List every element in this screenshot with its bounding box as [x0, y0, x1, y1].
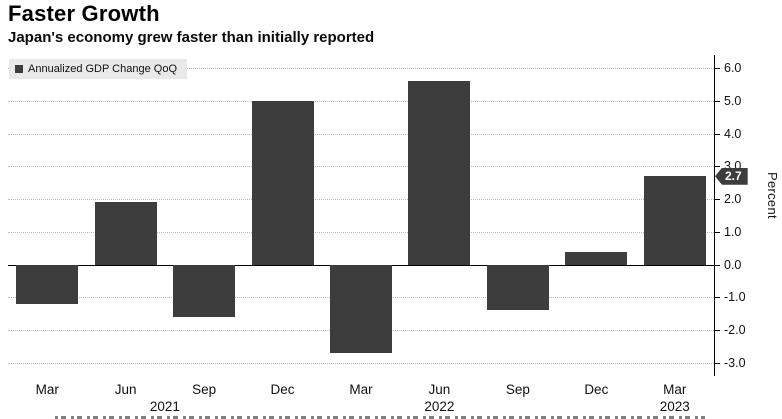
gridline — [8, 199, 714, 201]
bar-mar-2021 — [16, 264, 79, 304]
x-tick-label: Mar — [349, 382, 373, 397]
chart-legend: Annualized GDP Change QoQ — [9, 59, 187, 79]
x-tick-label: Dec — [270, 382, 295, 397]
legend-label: Annualized GDP Change QoQ — [28, 63, 177, 75]
x-tick-label: Jun — [428, 382, 451, 397]
x-tick-label: Sep — [192, 382, 217, 397]
plot-area: Annualized GDP Change QoQ 6.0 5.0 4.0 3.0 2.… — [8, 55, 748, 414]
x-tick-label: Mar — [35, 382, 59, 397]
gridline — [8, 133, 714, 135]
bar-dec-2021 — [251, 100, 314, 265]
gridline — [8, 362, 714, 364]
gridline — [8, 68, 714, 70]
year-label: 2021 — [149, 399, 180, 414]
y-tick-label: -2.0 — [724, 323, 746, 338]
bar-dec-2022 — [565, 251, 628, 265]
y-axis-title: Percent — [765, 172, 780, 219]
year-label: 2022 — [424, 399, 455, 414]
bar-jun-2021 — [94, 202, 157, 265]
y-axis-tick — [715, 133, 720, 135]
y-axis-tick — [715, 231, 720, 233]
year-label: 2023 — [659, 399, 690, 414]
y-tick-label: -3.0 — [724, 355, 746, 370]
y-axis-tick — [715, 362, 720, 364]
y-tick-label: 5.0 — [724, 93, 742, 108]
y-axis-tick — [715, 68, 720, 70]
x-tick-label: Jun — [114, 382, 137, 397]
y-tick-label: 1.0 — [724, 224, 742, 239]
chart-subtitle: Japan's economy grew faster than initial… — [8, 29, 375, 46]
y-axis-tick — [715, 199, 720, 201]
y-axis-tick — [715, 330, 720, 332]
y-tick-label: -1.0 — [724, 290, 746, 305]
y-tick-label: 6.0 — [724, 61, 742, 76]
y-tick-label: 2.0 — [724, 192, 742, 207]
last-value-badge: 2.7 — [715, 167, 748, 185]
y-axis-tick — [715, 166, 720, 168]
gridline — [8, 231, 714, 233]
bar-sep-2021 — [173, 264, 236, 318]
y-axis-tick — [715, 100, 720, 102]
bar-sep-2022 — [486, 264, 549, 311]
x-tick-label: Mar — [663, 382, 687, 397]
gridline — [8, 166, 714, 168]
y-axis-line — [714, 55, 715, 376]
legend-swatch-icon — [15, 65, 23, 73]
y-axis-tick — [715, 264, 720, 266]
x-tick-label: Sep — [505, 382, 530, 397]
gridline — [8, 100, 714, 102]
chart-title: Faster Growth — [8, 1, 160, 26]
bar-jun-2022 — [408, 81, 471, 265]
y-axis-tick — [715, 297, 720, 299]
bar-mar-2022 — [330, 264, 392, 354]
cropped-attribution-line — [55, 416, 705, 419]
x-tick-label: Dec — [584, 382, 609, 397]
bar-mar-2023 — [643, 176, 706, 265]
y-tick-label: 0.0 — [724, 257, 742, 272]
y-tick-label: 4.0 — [724, 126, 742, 141]
